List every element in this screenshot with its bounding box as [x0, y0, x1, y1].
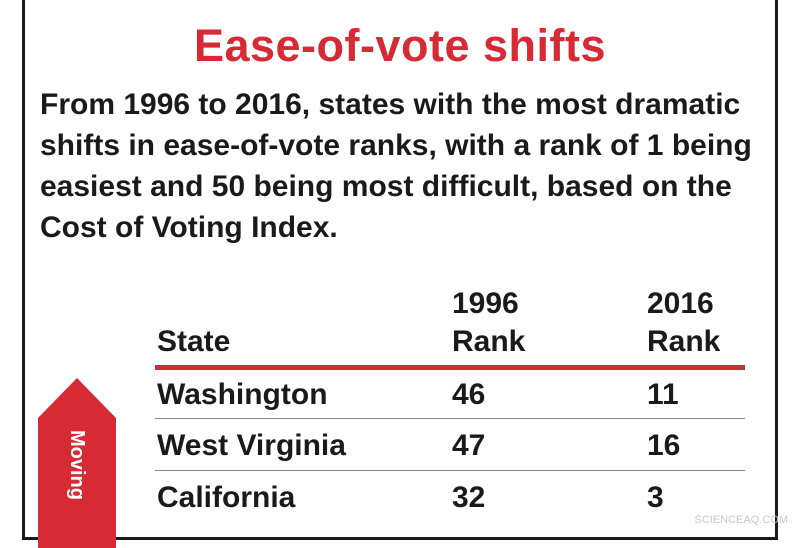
header-2016-rank: 2016 Rank: [647, 285, 720, 361]
table-row-3-state: California: [157, 481, 296, 514]
arrow-label: Moving: [66, 430, 88, 500]
table-row-1-rank1996: 46: [452, 378, 486, 411]
row-divider: [155, 418, 745, 419]
header-divider: [155, 365, 745, 370]
up-arrow-icon: [38, 378, 116, 548]
table-row-3-rank2016: 3: [647, 481, 664, 514]
table-row-1-state: Washington: [157, 378, 328, 411]
header-1996-word: Rank: [452, 325, 526, 358]
header-2016-year: 2016: [647, 287, 714, 320]
header-1996-rank: 1996 Rank: [452, 285, 525, 361]
header-1996-year: 1996: [452, 287, 519, 320]
header-2016-word: Rank: [647, 325, 721, 358]
chart-title: Ease-of-vote shifts: [193, 20, 607, 71]
row-divider: [155, 470, 745, 471]
chart-subtitle: From 1996 to 2016, states with the most …: [40, 88, 752, 244]
table-row-1-rank2016: 11: [647, 378, 679, 411]
table-row-2-state: West Virginia: [157, 429, 346, 462]
table-row-2-rank2016: 16: [647, 429, 681, 462]
header-state: State: [157, 323, 230, 361]
table-row-2-rank1996: 47: [452, 429, 486, 462]
table-row-3-rank1996: 32: [452, 481, 486, 514]
header-state-label: State: [157, 325, 231, 358]
watermark: SCIENCEAQ.COM: [694, 514, 788, 526]
